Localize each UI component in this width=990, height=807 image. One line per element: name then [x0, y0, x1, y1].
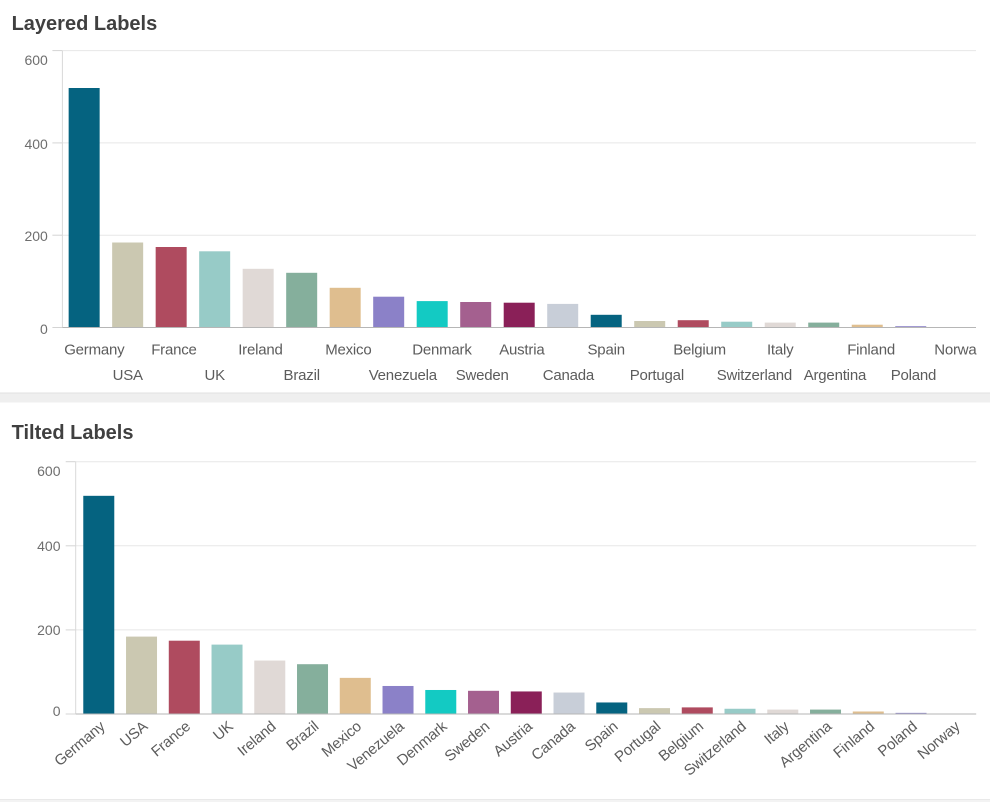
svg-text:Finland: Finland — [847, 342, 895, 359]
svg-text:USA: USA — [113, 367, 143, 384]
svg-text:Germany: Germany — [64, 342, 125, 359]
svg-text:Portugal: Portugal — [630, 367, 684, 384]
svg-text:400: 400 — [24, 136, 48, 152]
svg-text:Italy: Italy — [767, 342, 794, 359]
svg-text:Venezuela: Venezuela — [369, 367, 438, 384]
svg-text:Poland: Poland — [891, 367, 937, 384]
svg-text:Tilted Labels: Tilted Labels — [12, 422, 134, 444]
svg-text:200: 200 — [24, 228, 48, 244]
svg-text:Canada: Canada — [543, 367, 595, 384]
svg-text:Norway: Norway — [934, 342, 984, 359]
svg-text:France: France — [151, 342, 197, 359]
svg-text:Switzerland: Switzerland — [717, 367, 792, 384]
svg-text:Austria: Austria — [499, 342, 545, 359]
svg-text:Mexico: Mexico — [325, 342, 371, 359]
svg-text:Belgium: Belgium — [673, 342, 726, 359]
svg-text:0: 0 — [40, 321, 48, 337]
svg-text:400: 400 — [37, 538, 61, 554]
svg-text:Spain: Spain — [588, 342, 625, 359]
svg-text:Denmark: Denmark — [412, 342, 472, 359]
svg-text:200: 200 — [37, 622, 61, 638]
svg-text:0: 0 — [53, 703, 61, 719]
svg-text:Layered Labels: Layered Labels — [12, 13, 158, 35]
svg-text:Brazil: Brazil — [284, 367, 320, 384]
svg-text:UK: UK — [204, 367, 225, 384]
svg-text:Sweden: Sweden — [456, 367, 509, 384]
svg-text:600: 600 — [37, 463, 61, 479]
svg-text:600: 600 — [24, 52, 48, 68]
svg-text:Ireland: Ireland — [238, 342, 282, 359]
svg-text:Argentina: Argentina — [804, 367, 867, 384]
